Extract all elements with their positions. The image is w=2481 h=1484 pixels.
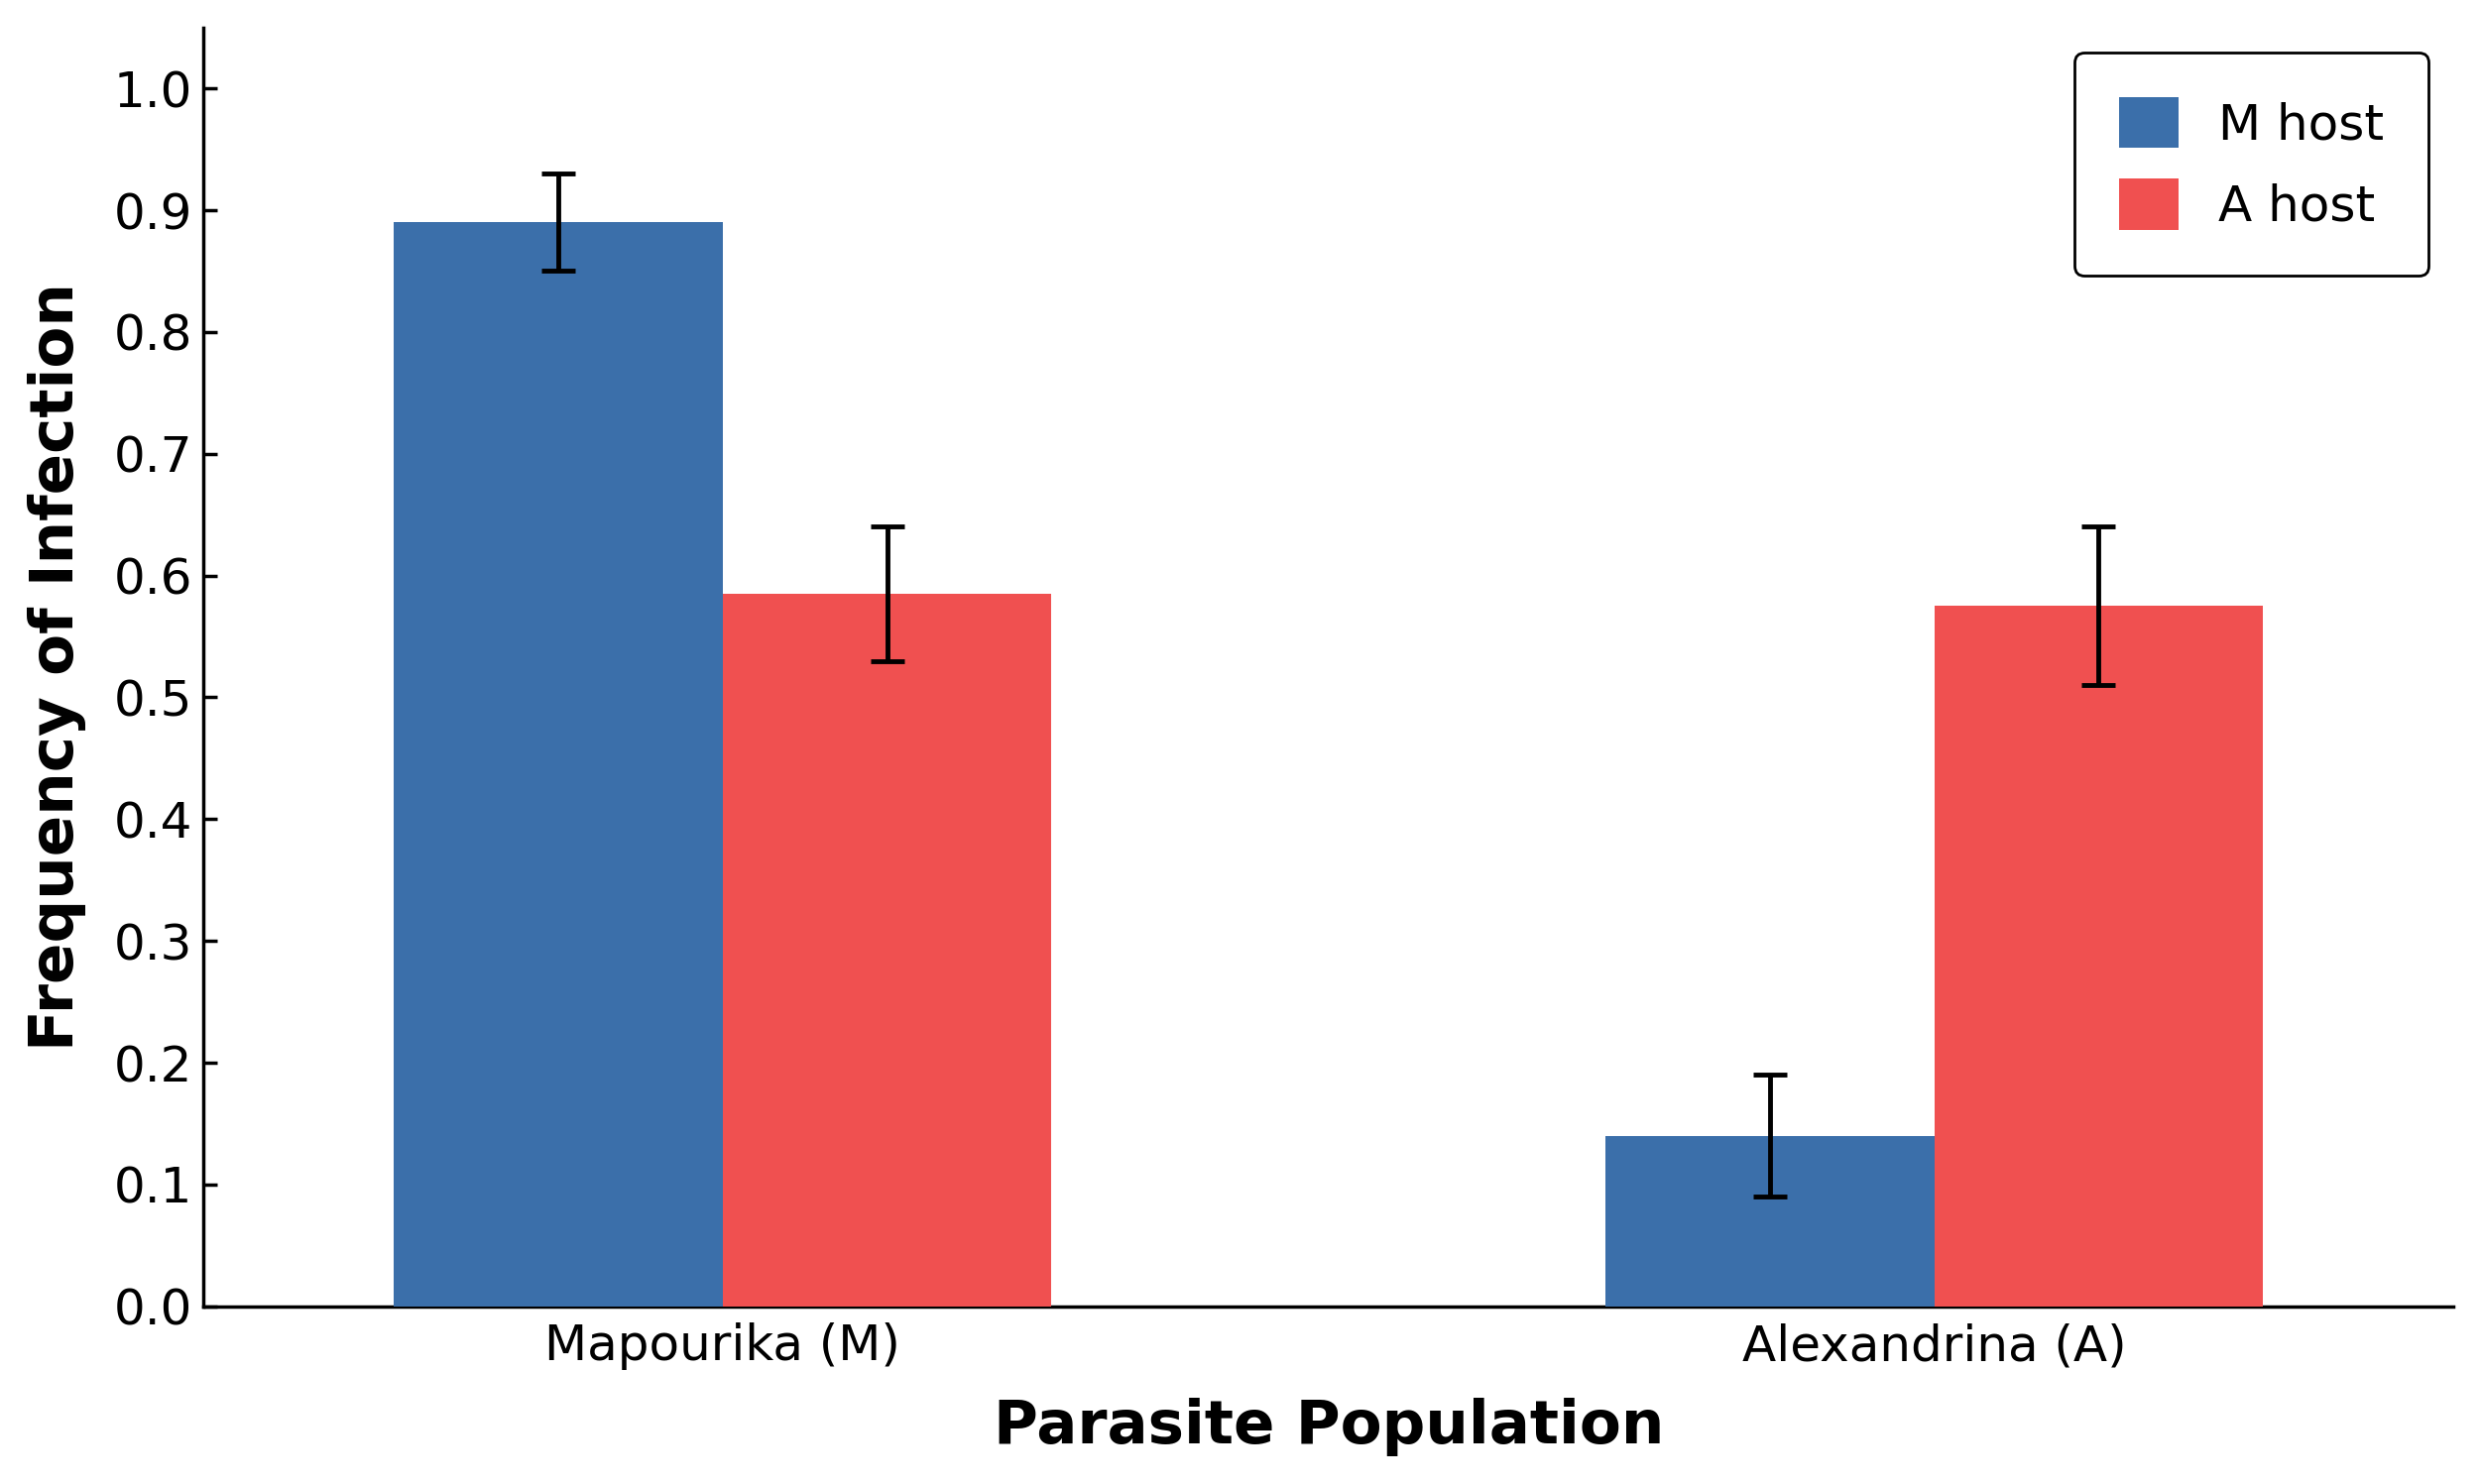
- Bar: [394, 223, 722, 1306]
- Bar: [1605, 1135, 1935, 1306]
- Y-axis label: Frequency of Infection: Frequency of Infection: [27, 283, 87, 1051]
- Bar: [722, 594, 1052, 1306]
- Bar: [1935, 605, 2263, 1306]
- Legend: M host, A host: M host, A host: [2074, 52, 2429, 276]
- X-axis label: Parasite Population: Parasite Population: [992, 1398, 1665, 1456]
